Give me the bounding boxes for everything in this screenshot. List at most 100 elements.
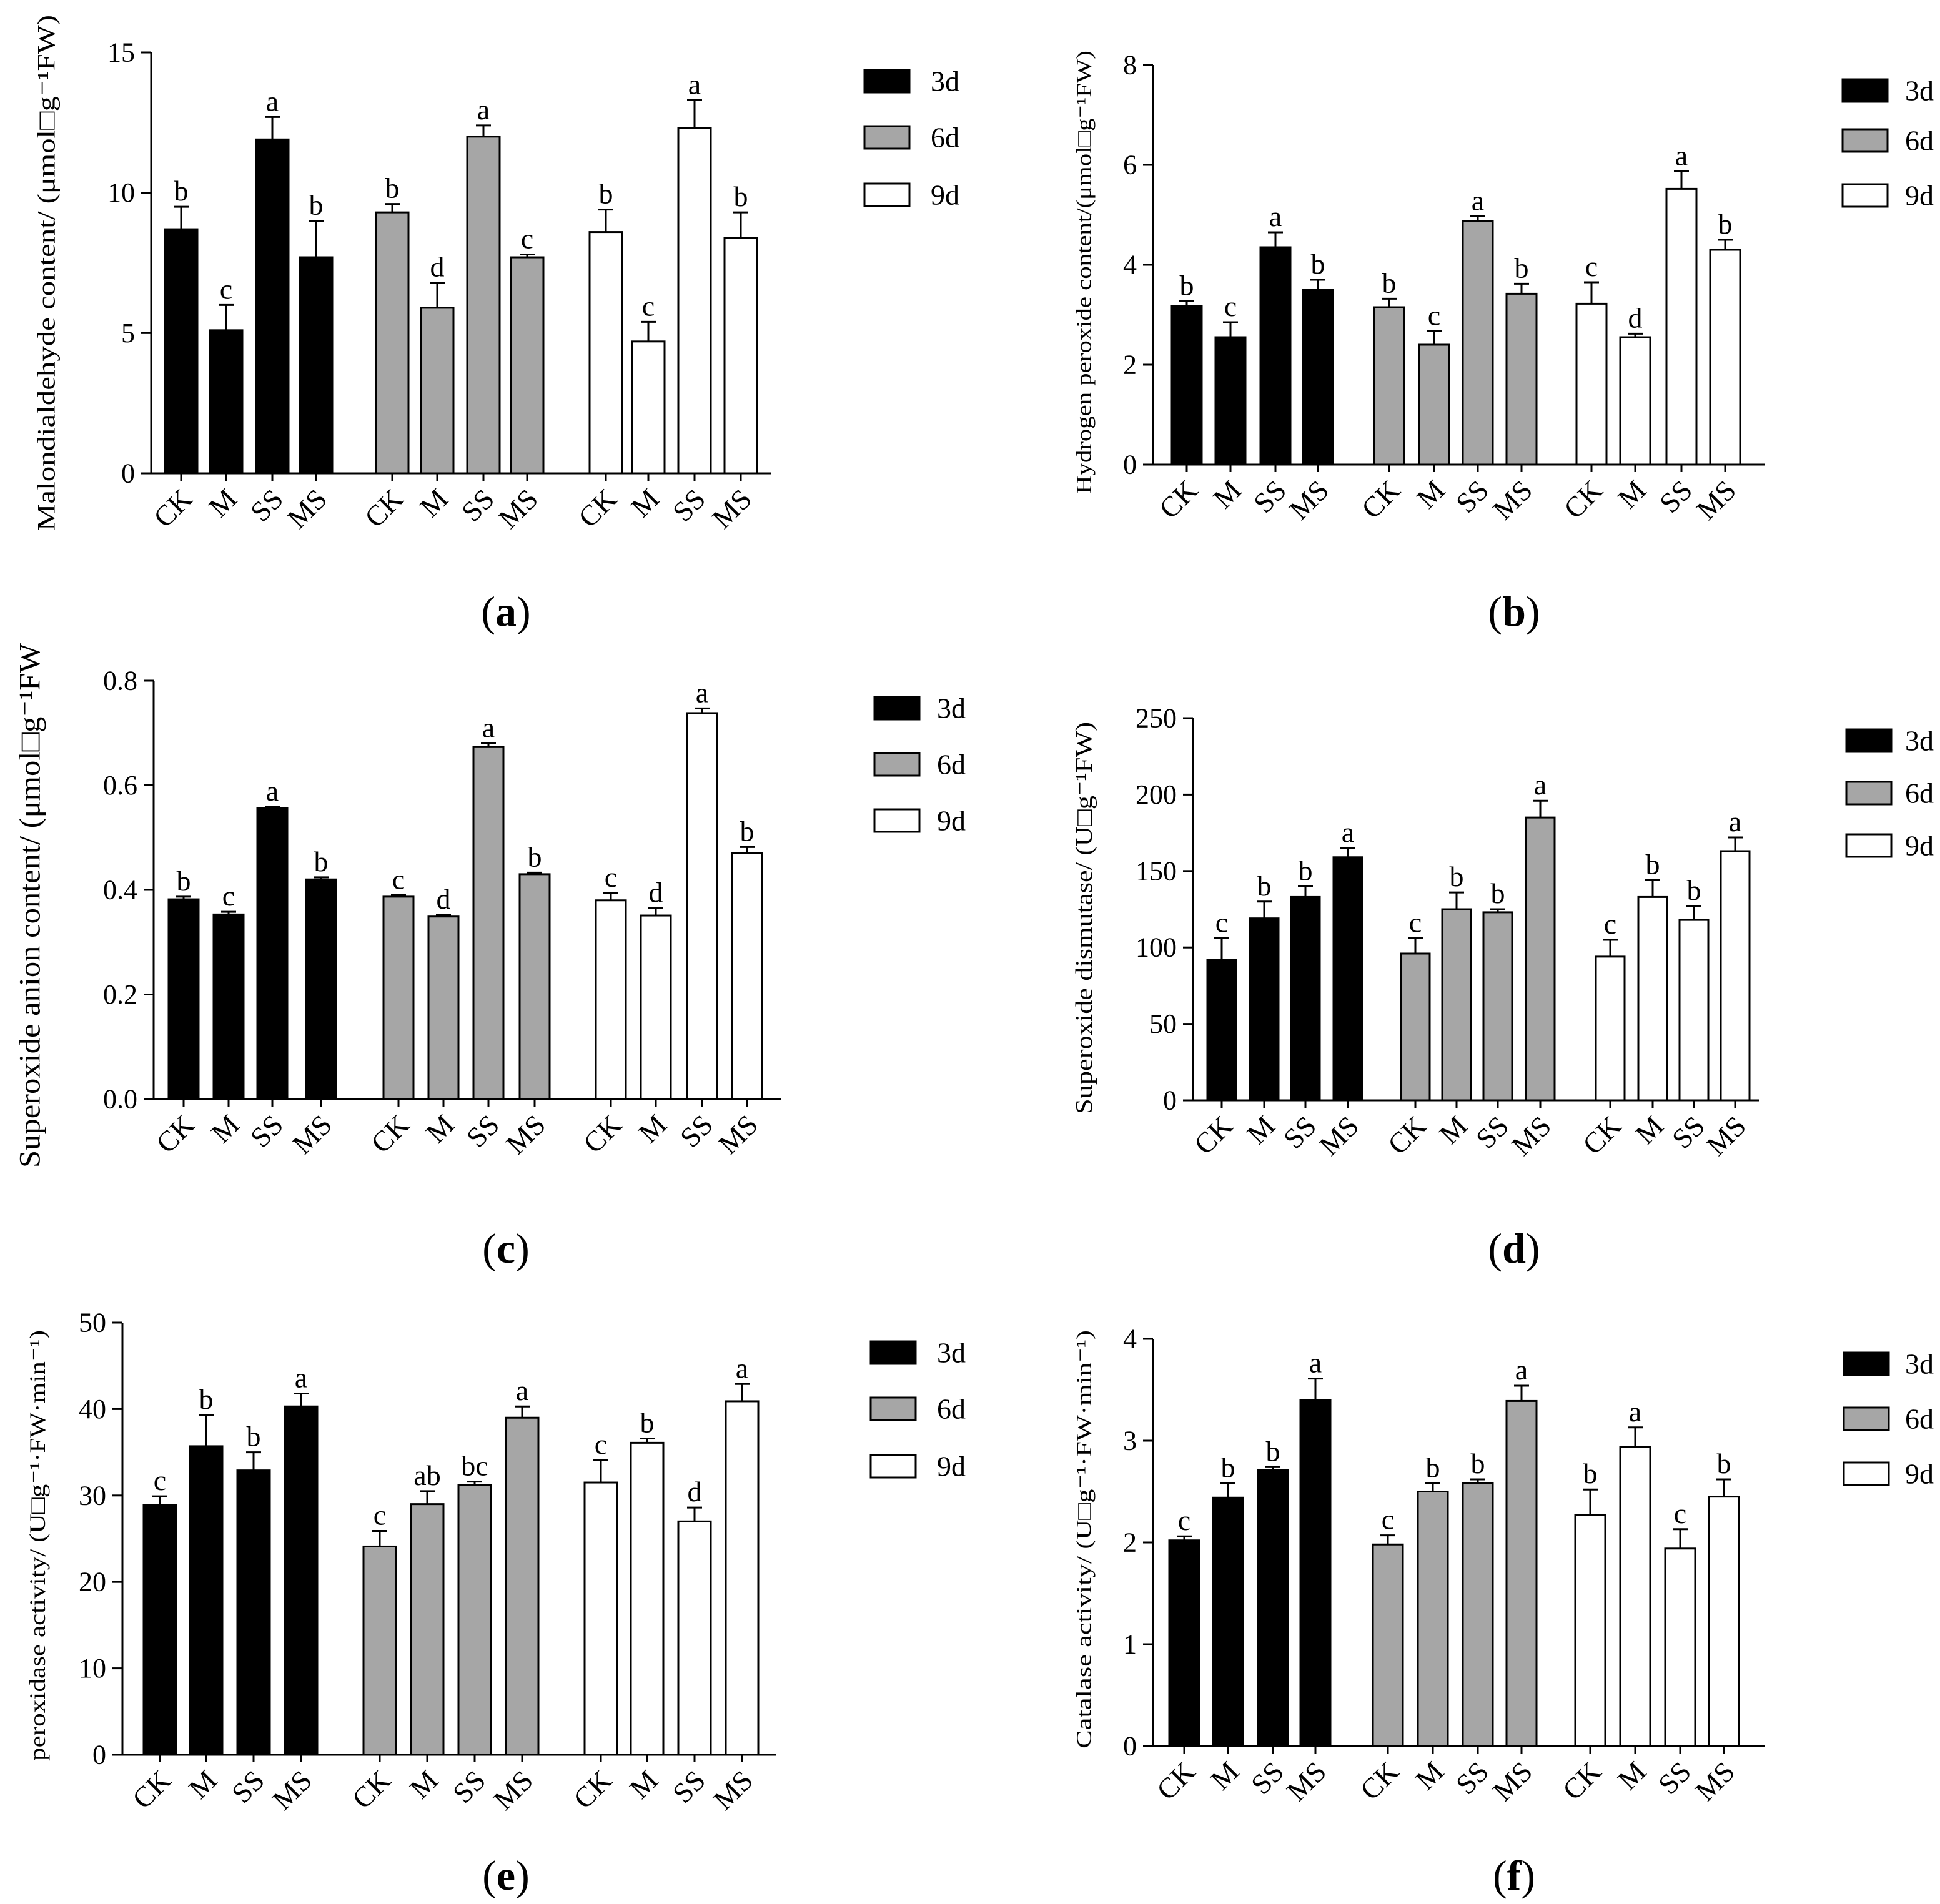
legend-swatch-9d: [869, 1454, 917, 1479]
chart-panel-5: 0 1 2 3 4 c CK b Mb SS a MS c CK b Mb SS a MS b CK a Mc SS b MS 3d…: [1073, 1324, 1934, 1900]
significance-letter: b: [314, 846, 329, 877]
x-tick-label: CK: [1188, 1110, 1239, 1160]
y-tick-label: 50: [79, 1308, 106, 1338]
x-tick-label: SS: [244, 483, 289, 528]
significance-letter: c: [521, 223, 533, 255]
bar-6d-MS: [1505, 1399, 1538, 1747]
significance-letter: a: [1515, 1354, 1528, 1386]
error-bar: [740, 846, 755, 854]
y-axis-title: Superoxide dismutase/ (U□g⁻¹FW): [1071, 722, 1097, 1114]
significance-letter: c: [392, 863, 405, 895]
significance-letter: a: [1342, 816, 1354, 848]
bar-3d-CK: [1170, 305, 1203, 466]
y-tick-label: 200: [1136, 779, 1177, 810]
significance-letter: bc: [461, 1450, 488, 1482]
x-tick-label: M: [202, 483, 243, 523]
error-bar: [1728, 836, 1743, 851]
x-tick-label: M: [1410, 474, 1451, 515]
x-tick-label: CK: [365, 1108, 415, 1159]
x-tick-label: CK: [359, 483, 409, 533]
significance-letter: b: [1257, 870, 1272, 902]
error-bar: [481, 742, 496, 747]
bar-6d-MS: [1505, 292, 1538, 466]
error-bar: [1514, 1384, 1529, 1401]
x-tick-label: CK: [1153, 474, 1204, 525]
error-bar: [1179, 300, 1194, 307]
bar-9d-CK: [583, 1481, 618, 1756]
significance-letter: d: [1628, 302, 1643, 333]
error-bar: [1686, 905, 1701, 920]
bar-6d-CK: [362, 1545, 397, 1756]
bar-3d-MS: [1302, 289, 1334, 466]
x-tick-label: CK: [577, 1108, 628, 1159]
x-tick-label: M: [625, 483, 665, 523]
error-bar: [467, 1481, 482, 1486]
bar-6d-M: [427, 915, 460, 1100]
x-tick-label: SS: [1247, 474, 1292, 519]
y-tick-label: 15: [107, 37, 135, 68]
bar-6d-CK: [1372, 1543, 1404, 1747]
bar-9d-SS: [1665, 187, 1698, 466]
significance-letter: c: [1428, 299, 1440, 331]
significance-letter: c: [1409, 907, 1422, 939]
error-bar: [1628, 1426, 1643, 1447]
legend-swatch-6d: [873, 752, 921, 777]
x-tick-label: MS: [1487, 474, 1538, 526]
x-tick-label: SS: [460, 1108, 505, 1153]
error-bar: [314, 876, 329, 880]
error-bar: [265, 806, 280, 809]
legend-swatch-3d: [869, 1340, 917, 1365]
x-tick-label: MS: [266, 1764, 318, 1816]
significance-letter: a: [482, 712, 495, 744]
significance-letter: c: [1215, 907, 1228, 939]
legend-label: 3d: [937, 693, 966, 724]
x-tick-label: MS: [1487, 1755, 1538, 1807]
panel-label: (a): [481, 588, 530, 635]
error-bar: [1340, 847, 1355, 857]
y-tick-label: 0.0: [103, 1084, 137, 1115]
y-tick-label: 0: [92, 1740, 106, 1770]
y-tick-label: 150: [1136, 856, 1177, 886]
x-tick-label: SS: [1277, 1110, 1322, 1155]
error-bar: [1177, 1535, 1192, 1541]
legend-label: 9d: [937, 1451, 966, 1482]
significance-letter: c: [154, 1464, 166, 1496]
error-bar: [1214, 937, 1229, 960]
legend-label: 6d: [1905, 777, 1934, 809]
significance-letter: b: [740, 815, 755, 847]
error-bar: [520, 254, 535, 258]
error-bar: [1298, 885, 1313, 897]
significance-letter: c: [1674, 1497, 1686, 1529]
y-axis-title: Hydrogen peroxide content/(μmol□g⁻¹FW): [1073, 51, 1096, 494]
y-tick-label: 3: [1123, 1426, 1137, 1456]
legend-label: 3d: [1905, 75, 1934, 107]
legend-swatch-6d: [863, 125, 911, 150]
significance-letter: b: [174, 175, 189, 207]
error-bar: [1673, 1528, 1688, 1549]
bar-6d-MS: [518, 873, 551, 1100]
bar-3d-M: [1249, 917, 1280, 1102]
error-bar: [1490, 908, 1505, 912]
bar-6d-SS: [1462, 1482, 1494, 1747]
x-tick-label: M: [1207, 474, 1247, 515]
error-bar: [1470, 1478, 1485, 1484]
bar-6d-MS: [1525, 816, 1556, 1102]
error-bar: [436, 914, 451, 917]
x-tick-label: CK: [1354, 1755, 1405, 1806]
significance-letter: b: [1717, 1448, 1731, 1479]
significance-letter: c: [1585, 250, 1598, 282]
error-bar: [391, 894, 406, 897]
x-tick-label: CK: [1556, 1755, 1607, 1806]
significance-letter: d: [649, 876, 663, 908]
y-tick-label: 0: [1123, 450, 1137, 480]
error-bar: [1408, 937, 1423, 954]
error-bar: [1674, 170, 1689, 189]
x-tick-label: M: [205, 1108, 245, 1149]
x-tick-label: MS: [500, 1108, 552, 1160]
bar-3d-SS: [1259, 246, 1292, 466]
legend-swatch-9d: [1841, 183, 1889, 208]
bar-9d-CK: [588, 231, 623, 475]
error-bar: [598, 209, 613, 232]
x-tick-label: M: [1204, 1755, 1245, 1796]
x-tick-label: SS: [1652, 1755, 1697, 1800]
